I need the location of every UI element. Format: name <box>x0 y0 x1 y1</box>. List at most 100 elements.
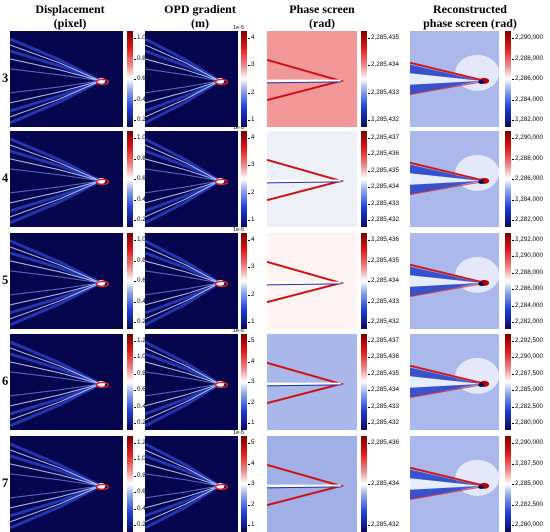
edge-line <box>145 485 220 523</box>
column-header-opd-line1: OPD gradient <box>164 2 236 16</box>
panel-disp-row-2 <box>10 131 123 227</box>
colorbar-tick-label: 2,285,434 <box>367 61 400 69</box>
colorbar-disp <box>127 233 133 329</box>
inner-line <box>145 80 220 94</box>
colorbar-tick-label: 1.0 <box>134 353 146 361</box>
edge-line <box>10 361 101 385</box>
panel-phase-row-5 <box>267 436 357 532</box>
colorbar-tick-label: 2,285,435 <box>367 256 400 264</box>
recon-edge-bottom <box>410 283 482 297</box>
edge-line <box>145 383 220 407</box>
glow-line <box>10 251 101 285</box>
inner-line <box>145 383 220 397</box>
colorbar-tick-label: 2,285,432 <box>367 216 400 223</box>
shock-cone <box>145 137 221 225</box>
inner-line <box>10 80 101 94</box>
inner-line <box>145 168 220 182</box>
panel-phase-row-4 <box>267 334 357 430</box>
shock-cone <box>10 137 102 225</box>
column-header-phase-line2: (rad) <box>309 16 335 30</box>
glow-line <box>145 382 221 428</box>
recon-tip-dark <box>478 79 485 84</box>
inner-line <box>145 371 220 385</box>
glow-line <box>10 79 101 113</box>
edge-line <box>10 58 101 82</box>
column-header-recon-line1: Reconstructed <box>433 2 507 16</box>
colorbar-tick-label: 2,282,000 <box>511 318 544 325</box>
glow-line <box>145 281 221 315</box>
panel-phase-image <box>267 334 357 430</box>
colorbar-tick-label: 2,285,432 <box>367 521 400 528</box>
edge-line <box>10 282 101 320</box>
colorbar-tick-label: 2,284,000 <box>511 195 544 203</box>
edge-line <box>145 158 220 182</box>
edge-line <box>10 347 101 385</box>
edge-line <box>145 260 220 284</box>
colorbar-tick-label: 1 <box>248 318 255 325</box>
tip-ring <box>95 381 110 389</box>
panel-disp-image <box>10 31 123 127</box>
edge-line <box>10 383 101 407</box>
colorbar-tick-label: 2,285,436 <box>367 236 400 243</box>
colorbar-tick-label: 2,282,500 <box>511 402 544 410</box>
tip-ring <box>95 483 110 491</box>
glow-line <box>145 281 221 327</box>
glow-line <box>10 149 101 183</box>
colorbar-tick-label: 2,285,432 <box>367 419 400 426</box>
edge-line <box>145 485 220 509</box>
inner-line <box>145 270 220 284</box>
tip-ring <box>214 280 229 288</box>
colorbar-recon <box>505 131 511 227</box>
recon-wedge-core <box>410 376 482 388</box>
colorbar-tick-label: 0.6 <box>134 277 146 284</box>
colorbar-tick-label: 2,285,434 <box>367 183 400 191</box>
colorbar-tick-label: 2 <box>248 188 255 196</box>
recon-edge-bottom <box>410 181 482 195</box>
colorbar-tick-label: 2,285,434 <box>367 480 400 487</box>
colorbar-opd <box>241 31 247 127</box>
colorbar-tick-label: 0.8 <box>134 54 146 62</box>
panel-opd-row-5 <box>145 436 238 532</box>
colorbar-tick-label: 2,282,500 <box>511 500 544 508</box>
edge-line <box>145 58 220 82</box>
inner-line <box>145 68 220 82</box>
edge-line <box>10 463 101 487</box>
glow-line <box>145 442 221 488</box>
panel-disp-image <box>10 131 123 227</box>
glow-line <box>145 79 221 113</box>
colorbar-tick-label: 3 <box>248 480 255 487</box>
inner-line <box>10 168 101 182</box>
colorbar-exponent: 1e-5 <box>233 25 245 31</box>
inner-line <box>10 473 101 487</box>
inner-line <box>145 473 220 487</box>
glow-line <box>145 454 221 488</box>
panel-opd-image <box>145 436 238 532</box>
panel-opd-row-1 <box>145 31 238 127</box>
panel-disp-image <box>10 233 123 329</box>
colorbar-tick-label: 2,285,432 <box>367 318 400 325</box>
recon-edge-top <box>410 61 482 81</box>
recon-edge-top <box>410 364 482 384</box>
recon-wedge-core <box>410 478 482 490</box>
panel-phase-image <box>267 436 357 532</box>
colorbar-tick-label: 2,285,432 <box>367 116 400 123</box>
edge-line <box>10 282 101 306</box>
column-header-displacement-line1: Displacement <box>35 2 105 16</box>
panel-disp-image <box>10 436 123 532</box>
colorbar-tick-label: 0.2 <box>134 216 146 223</box>
colorbar-tick-label: 2,285,000 <box>511 480 544 487</box>
edge-line <box>145 80 220 118</box>
colorbar-tick-label: 1.2 <box>134 337 146 344</box>
colorbar-tick-label: 0.2 <box>134 521 146 528</box>
panel-recon-row-4 <box>410 334 499 430</box>
colorbar-tick-label: 2,287,500 <box>511 369 544 377</box>
recon-edge-top <box>410 161 482 181</box>
inner-line <box>10 485 101 499</box>
colorbar-opd <box>241 334 247 430</box>
recon-tip-dark <box>478 484 485 489</box>
edge-line <box>10 485 101 509</box>
column-header-reconstructed: Reconstructed phase screen (rad) <box>400 2 540 30</box>
colorbar-tick-label: 3 <box>248 378 255 385</box>
shock-cone <box>145 37 221 125</box>
colorbar-recon <box>505 436 511 532</box>
